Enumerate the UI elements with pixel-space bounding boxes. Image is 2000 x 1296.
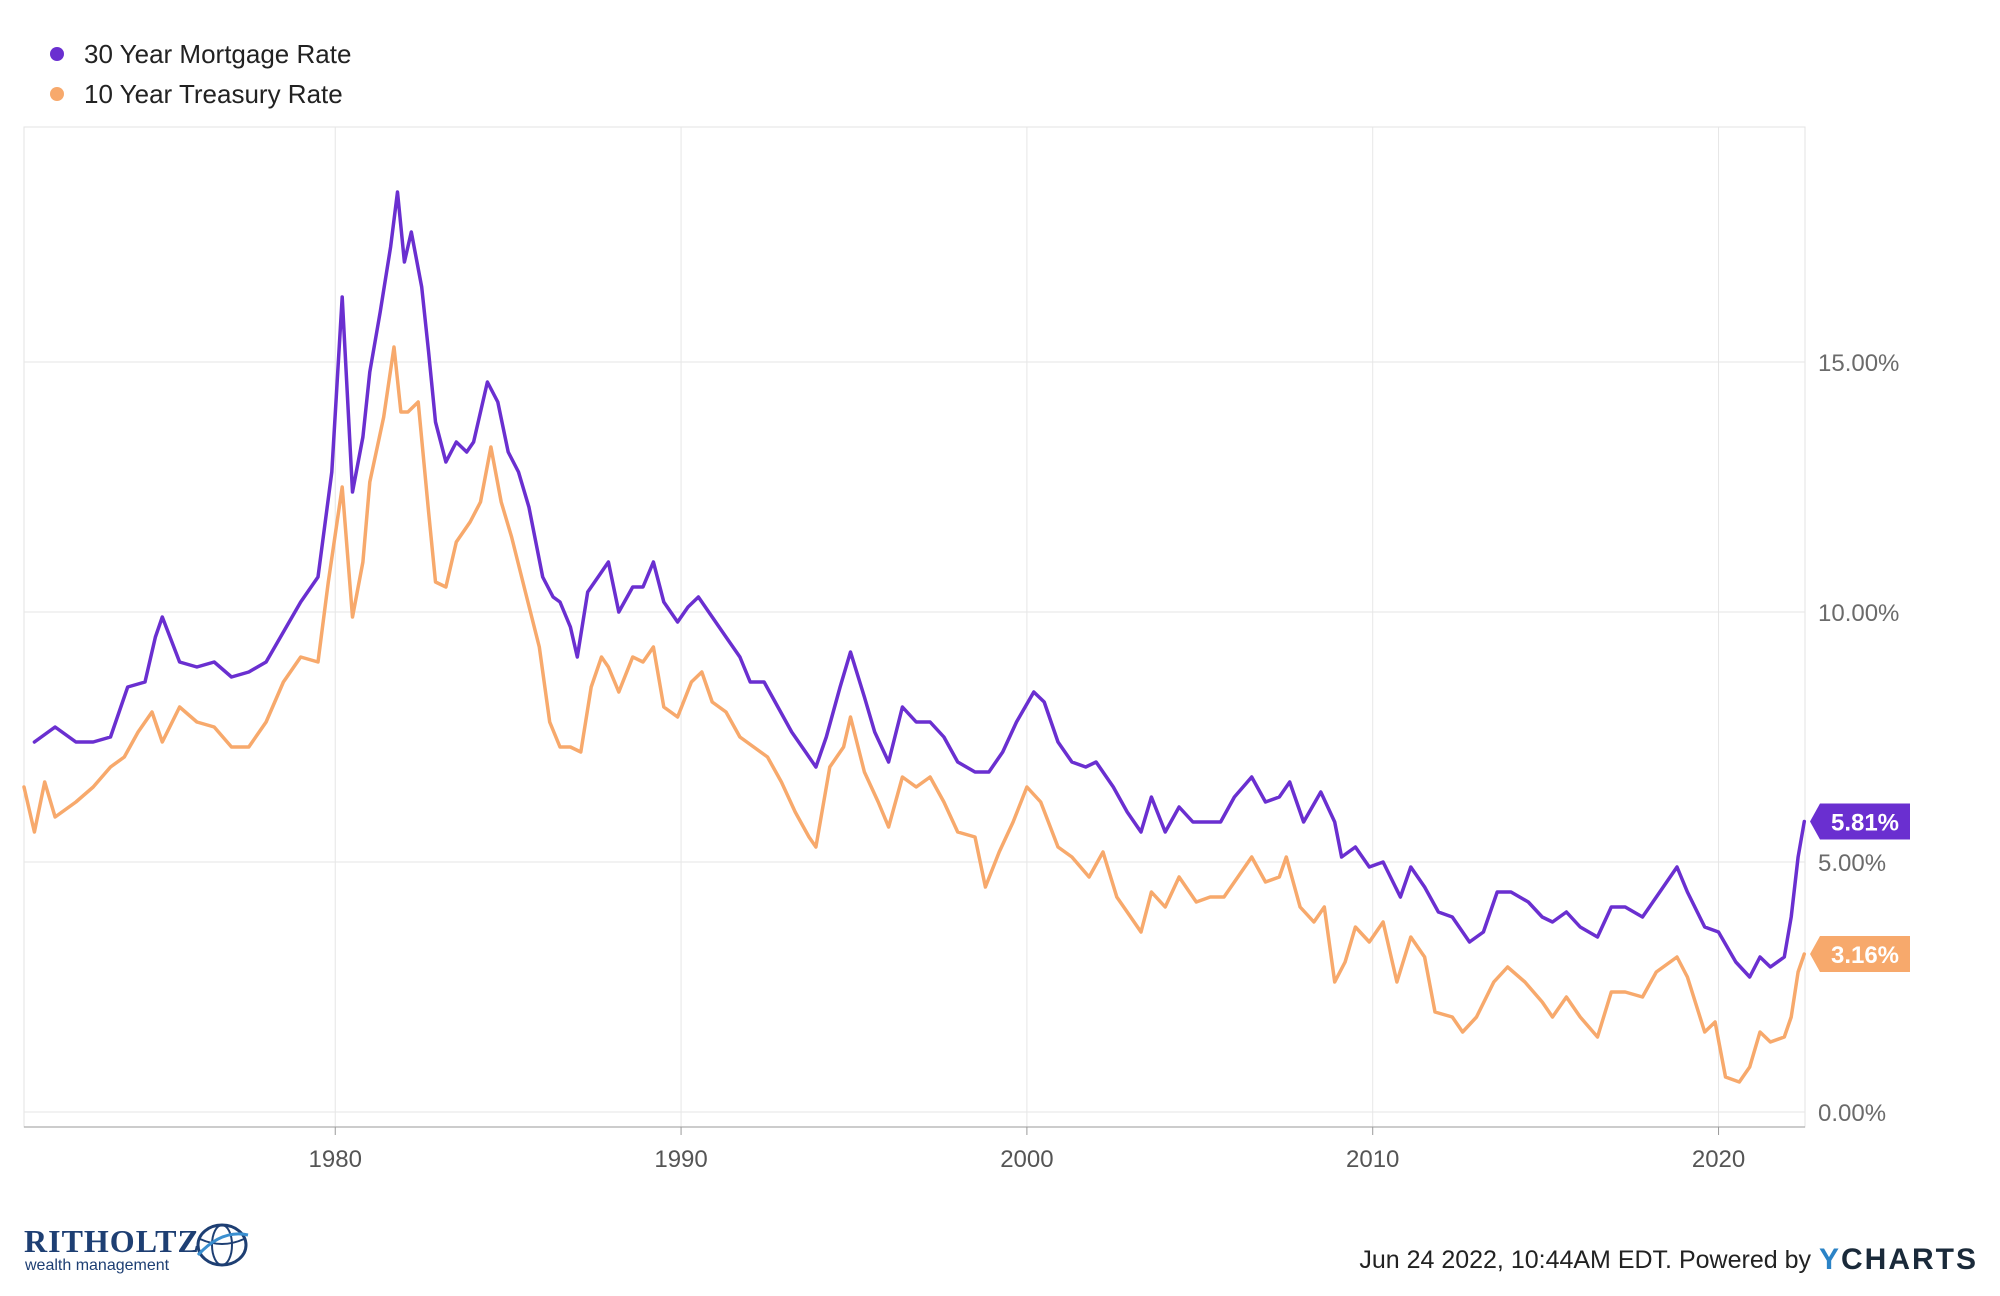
legend-marker-mortgage — [50, 47, 64, 61]
brand-name: RITHOLTZ — [24, 1223, 200, 1259]
x-tick-label: 1980 — [309, 1146, 362, 1173]
legend-marker-treasury — [50, 87, 64, 101]
end-value-label-treasury: 3.16% — [1831, 942, 1899, 969]
footer-attribution: Jun 24 2022, 10:44AM EDT. Powered by Y C… — [1359, 1243, 1978, 1277]
legend-item-treasury[interactable]: 10 Year Treasury Rate — [50, 74, 351, 114]
y-tick-label: 0.00% — [1818, 1100, 1886, 1127]
end-value-label-mortgage: 5.81% — [1831, 810, 1899, 837]
x-tick-label: 2000 — [1000, 1146, 1053, 1173]
series-line-mortgage — [32, 190, 1807, 979]
end-value-badge-mortgage — [1810, 803, 1910, 840]
x-tick-label: 2020 — [1692, 1146, 1745, 1173]
legend-label-treasury: 10 Year Treasury Rate — [84, 78, 343, 109]
x-tick-label: 2010 — [1346, 1146, 1399, 1173]
y-tick-label: 15.00% — [1818, 350, 1899, 377]
x-tick-label: 1990 — [654, 1146, 707, 1173]
ycharts-logo[interactable]: Y CHARTS — [1819, 1243, 1978, 1277]
timestamp: Jun 24 2022, 10:44AM EDT. Powered by — [1359, 1245, 1811, 1274]
y-tick-label: 10.00% — [1818, 600, 1899, 627]
brand-subtitle: wealth management — [25, 1257, 170, 1274]
legend: 30 Year Mortgage Rate 10 Year Treasury R… — [50, 34, 351, 114]
globe-emblem-icon — [196, 1223, 249, 1267]
legend-label-mortgage: 30 Year Mortgage Rate — [84, 38, 352, 69]
series-line-treasury — [22, 345, 1807, 1084]
plot-frame — [23, 126, 1806, 1128]
brand-logo: RITHOLTZ wealth management — [24, 1215, 254, 1275]
y-tick-label: 5.00% — [1818, 850, 1886, 877]
end-value-badge-treasury — [1810, 936, 1910, 972]
ycharts-logo-text: CHARTS — [1841, 1243, 1978, 1276]
legend-item-mortgage[interactable]: 30 Year Mortgage Rate — [50, 34, 351, 74]
ycharts-logo-y: Y — [1818, 1243, 1841, 1276]
